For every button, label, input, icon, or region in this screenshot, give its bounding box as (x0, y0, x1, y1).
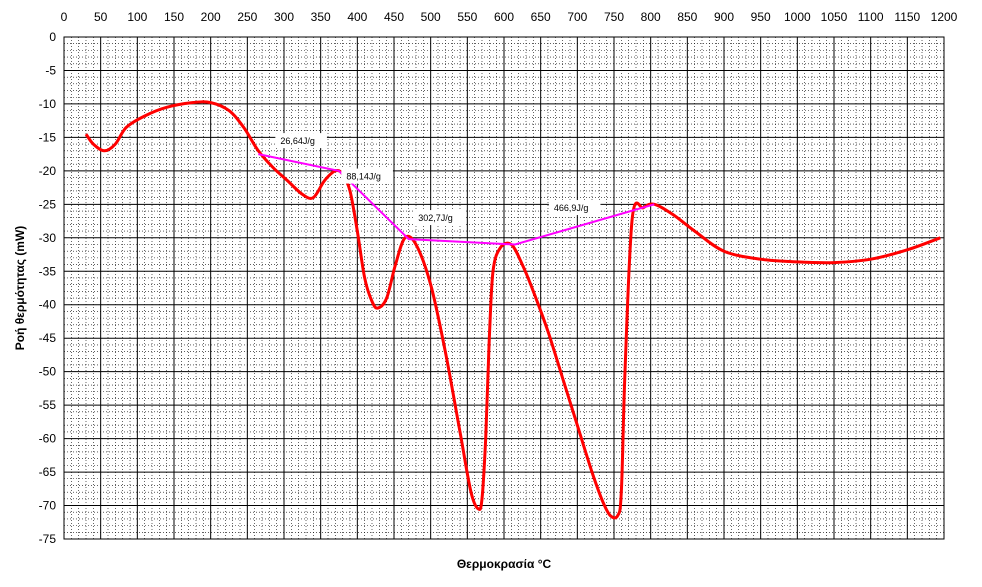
series-lines (84, 100, 941, 520)
dsc-series-line (84, 100, 941, 520)
y-tick-label: 0 (49, 30, 56, 44)
y-tick-label: -15 (39, 130, 57, 144)
annotation-text: 26,64J/g (280, 136, 315, 146)
annotation-text: 466,9J/g (554, 203, 589, 213)
x-tick-label: 1050 (821, 10, 848, 24)
annotation-text: 302,7J/g (418, 213, 453, 223)
annotation-box (275, 133, 327, 149)
x-tick-label: 350 (311, 10, 331, 24)
y-tick-label: -30 (39, 231, 57, 245)
x-tick-label: 1000 (784, 10, 811, 24)
y-tick-label: -35 (39, 264, 57, 278)
x-tick-label: 500 (421, 10, 441, 24)
y-tick-label: -25 (39, 197, 57, 211)
x-tick-label: 250 (237, 10, 257, 24)
x-tick-label: 850 (677, 10, 697, 24)
x-tick-label: 1200 (931, 10, 958, 24)
x-tick-label: 0 (61, 10, 68, 24)
x-tick-label: 50 (94, 10, 108, 24)
annotation-label: 466,9J/g (548, 200, 601, 216)
annotation-label: 302,7J/g (413, 210, 465, 226)
y-axis-ticks: 0 -5 -10 -15 -20 -25 -30 -35 -40 -45 -50 -55 -60 -65 -… (39, 30, 57, 546)
y-axis-label: Ροή θερμότητας (mW) (13, 226, 27, 351)
y-tick-label: -50 (39, 365, 57, 379)
annotation-box (413, 210, 465, 226)
y-tick-label: -10 (39, 97, 57, 111)
x-tick-label: 800 (641, 10, 661, 24)
y-tick-label: -45 (39, 331, 57, 345)
x-tick-label: 1150 (894, 10, 920, 24)
annotation-text: 88,14J/g (346, 172, 381, 182)
x-tick-label: 400 (347, 10, 367, 24)
x-tick-label: 550 (457, 10, 477, 24)
y-tick-label: -5 (45, 63, 56, 77)
x-tick-label: 300 (274, 10, 294, 24)
x-axis-ticks: 0 50 100 150 200 250 300 350 400 450 500 550 600 650 7… (61, 10, 958, 24)
annotations: 26,64J/g 88,14J/g 302,7J/g 466,9J/g (275, 133, 601, 226)
x-tick-label: 600 (494, 10, 514, 24)
y-tick-label: -40 (39, 298, 57, 312)
x-tick-label: 200 (201, 10, 221, 24)
y-tick-label: -55 (39, 398, 57, 412)
y-tick-label: -70 (39, 499, 57, 513)
x-tick-label: 650 (531, 10, 551, 24)
x-tick-label: 450 (384, 10, 404, 24)
baseline-series-line (258, 153, 655, 246)
annotation-box (548, 200, 601, 216)
x-tick-label: 150 (164, 10, 184, 24)
x-tick-label: 900 (714, 10, 734, 24)
x-tick-label: 1100 (858, 10, 884, 24)
y-tick-label: -65 (39, 465, 57, 479)
x-tick-label: 100 (127, 10, 147, 24)
y-tick-label: -75 (39, 532, 57, 546)
x-axis-label: Θερμοκρασία °C (457, 557, 552, 571)
annotation-label: 26,64J/g (275, 133, 327, 149)
x-tick-label: 750 (604, 10, 624, 24)
y-tick-label: -20 (39, 164, 57, 178)
major-grid (63, 36, 945, 540)
x-tick-label: 700 (567, 10, 587, 24)
x-tick-label: 950 (751, 10, 771, 24)
annotation-box (341, 168, 393, 184)
y-tick-label: -60 (39, 432, 57, 446)
annotation-label: 88,14J/g (341, 168, 393, 184)
